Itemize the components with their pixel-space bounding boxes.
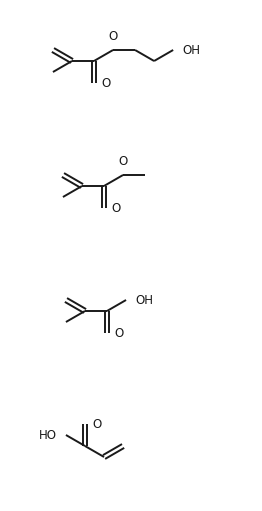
Text: O: O (92, 417, 101, 430)
Text: O: O (118, 155, 128, 168)
Text: O: O (108, 30, 118, 43)
Text: O: O (111, 201, 120, 215)
Text: HO: HO (39, 429, 57, 442)
Text: OH: OH (135, 293, 153, 307)
Text: O: O (114, 327, 123, 339)
Text: OH: OH (182, 43, 200, 57)
Text: O: O (101, 77, 110, 89)
